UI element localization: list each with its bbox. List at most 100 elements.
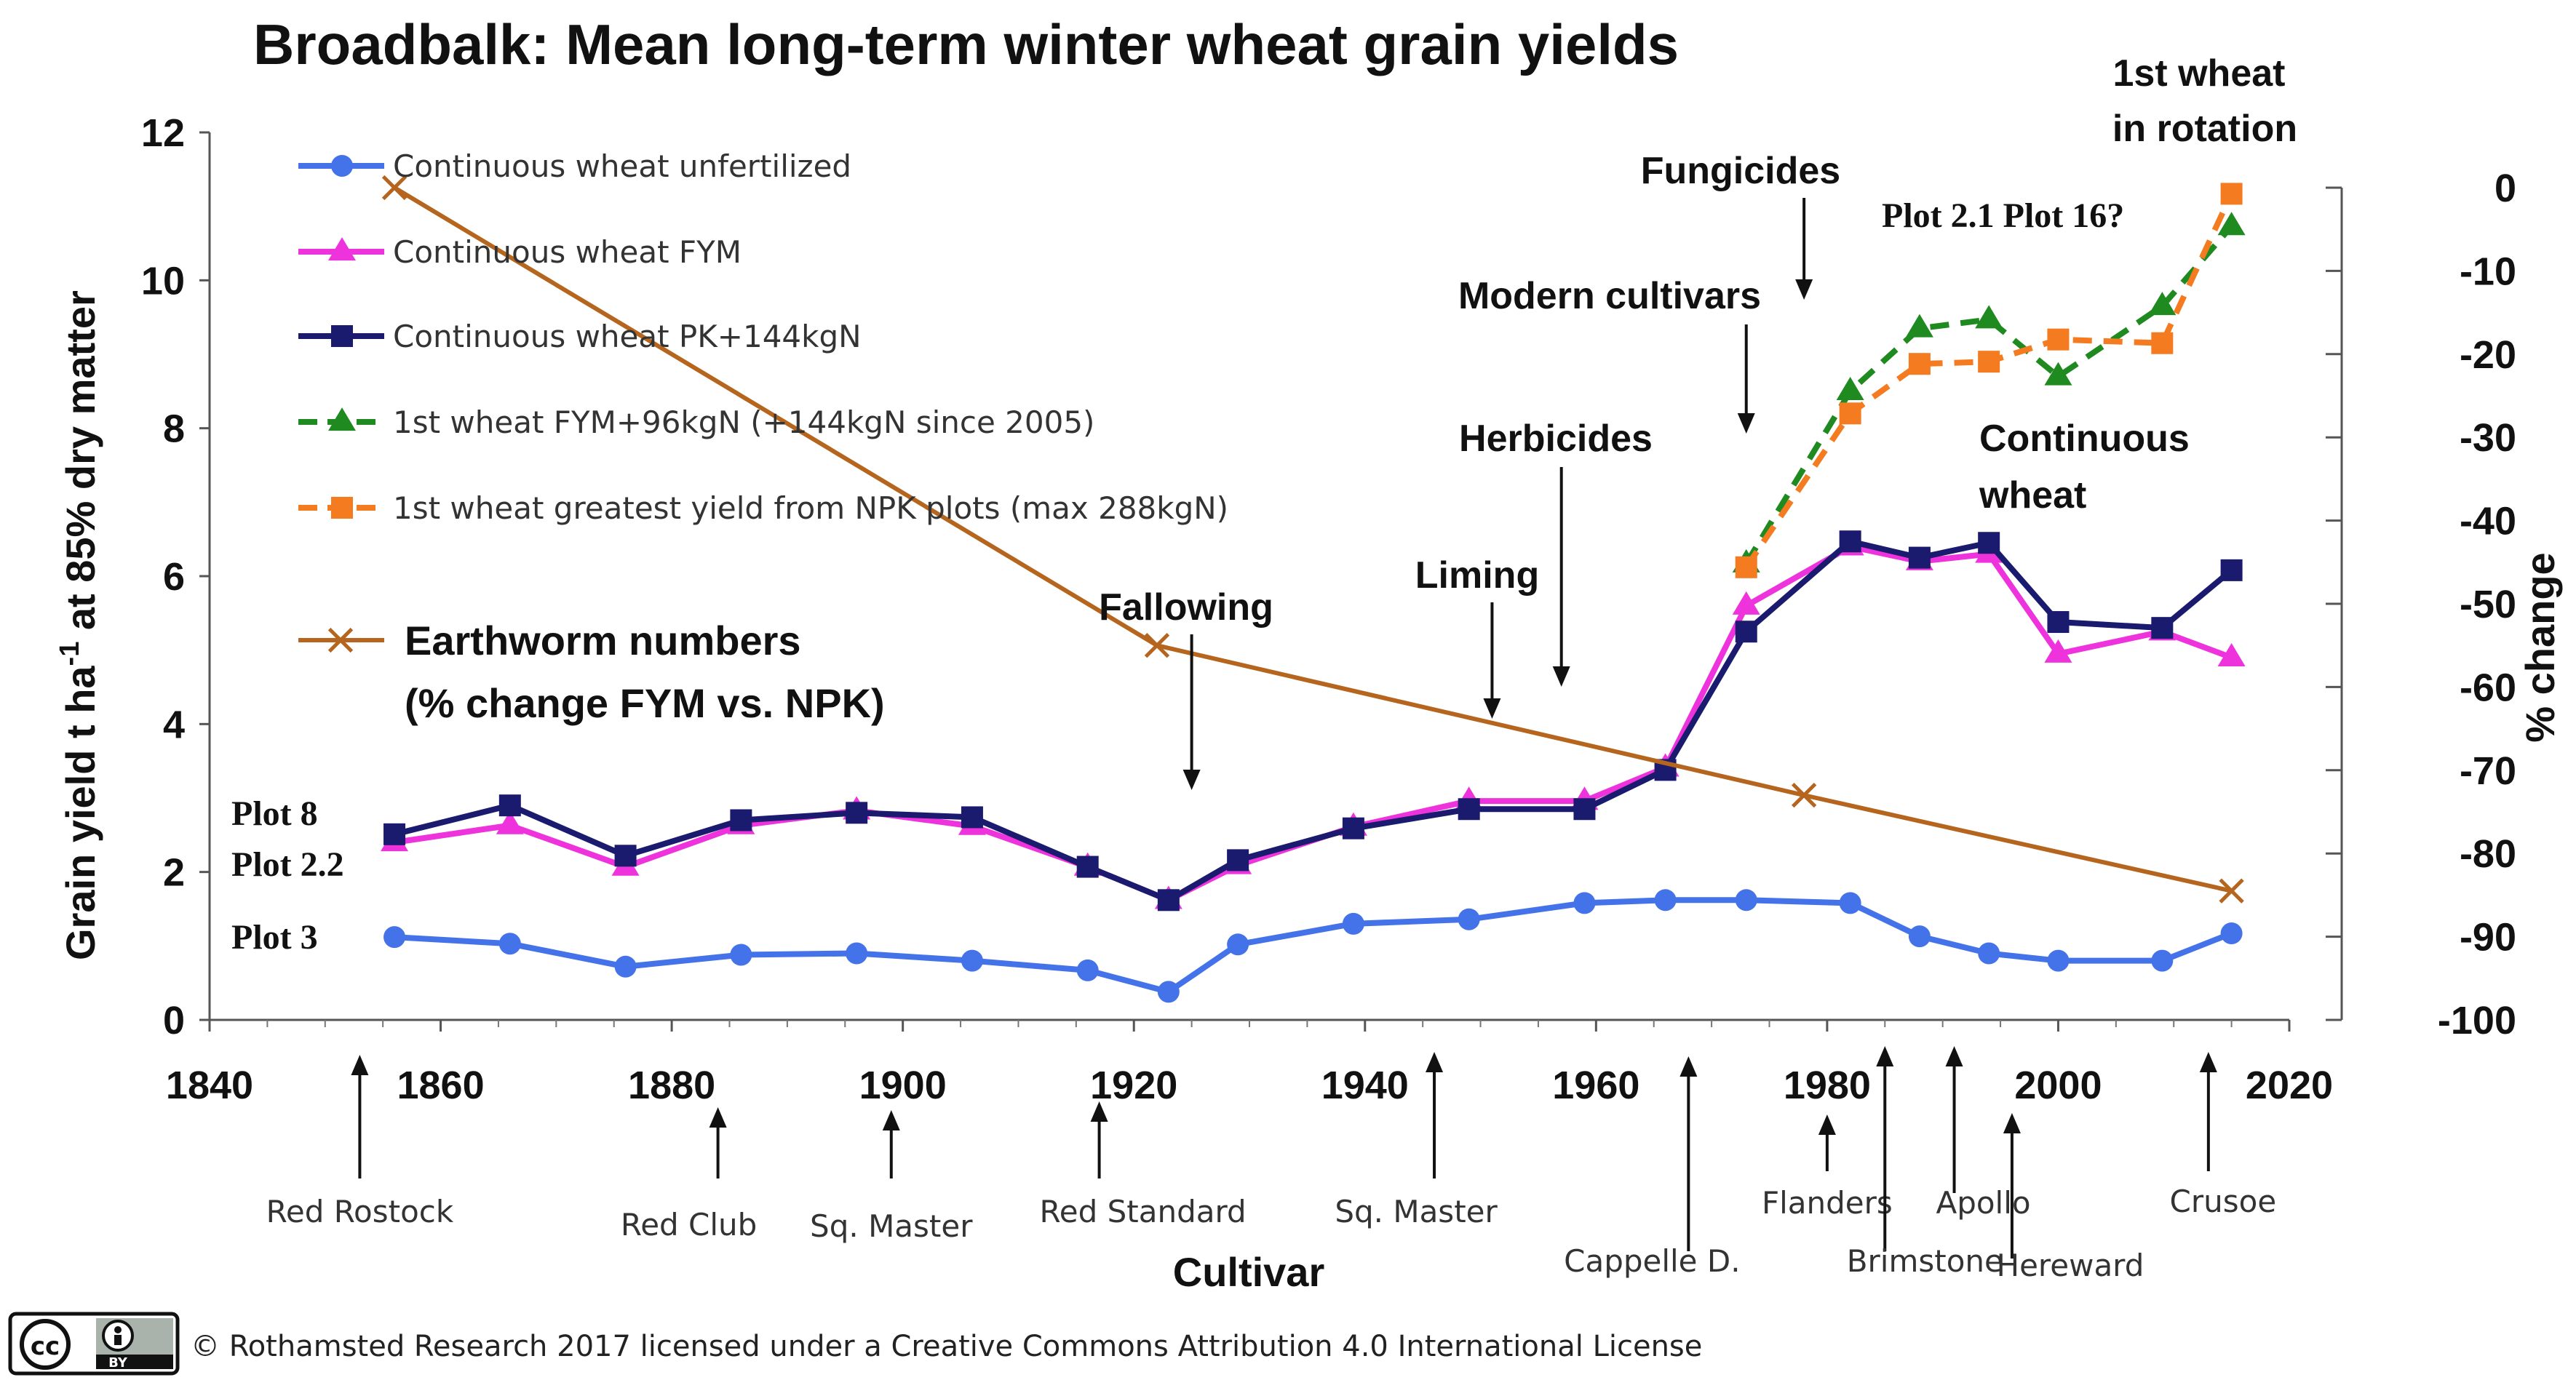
y2-tick-label: -60 — [2460, 666, 2516, 709]
data-point — [1978, 942, 2000, 965]
y2-tick-label: -20 — [2460, 333, 2516, 377]
cultivar-marker: Red Standard — [1039, 1101, 1247, 1229]
cultivar-label: Brimstone — [1847, 1243, 2003, 1279]
annotation-label: Fungicides — [1641, 150, 1840, 192]
x-tick-label: 1860 — [397, 1064, 484, 1107]
cultivar-marker: Red Club — [621, 1107, 757, 1243]
data-point — [2047, 611, 2070, 634]
y-tick-label: 8 — [163, 407, 185, 451]
legend-item: Continuous wheat unfertilized — [298, 148, 851, 184]
y2-tick-label: -100 — [2438, 999, 2516, 1042]
svg-text:BY: BY — [108, 1355, 128, 1371]
legend-item: Continuous wheat FYM — [298, 234, 742, 270]
series-layer — [381, 175, 2246, 1003]
x-tick-label: 1940 — [1321, 1064, 1409, 1107]
arrow-head — [1483, 698, 1501, 719]
data-point — [730, 809, 752, 831]
data-point — [1732, 591, 1760, 615]
data-point — [1227, 849, 1249, 872]
data-point — [2217, 212, 2246, 236]
data-point — [1975, 305, 2003, 329]
y2-tick-label: -50 — [2460, 583, 2516, 626]
data-point — [1573, 798, 1596, 821]
legend-worm: Earthworm numbers (% change FYM vs. NPK) — [298, 618, 885, 726]
data-point — [381, 175, 408, 201]
cultivar-marker: Apollo — [1936, 1046, 2031, 1221]
data-point — [1978, 351, 2000, 373]
y2-tick-label: -70 — [2460, 749, 2516, 793]
cultivar-label: Flanders — [1762, 1185, 1893, 1221]
data-point — [496, 810, 524, 834]
arrow-head — [351, 1055, 369, 1075]
x-tick-label: 1900 — [859, 1064, 947, 1107]
legend-label: 1st wheat FYM+96kgN (+144kgN since 2005) — [393, 404, 1094, 440]
label-first-wheat: 1st wheat — [2113, 52, 2286, 95]
cultivar-marker: Cappelle D. — [1564, 1056, 1741, 1279]
cultivar-label: Sq. Master — [810, 1208, 973, 1244]
data-point — [2151, 332, 2174, 354]
data-point — [1836, 376, 1864, 400]
data-point — [2044, 639, 2072, 663]
data-point — [2220, 183, 2243, 205]
legend-item: 1st wheat FYM+96kgN (+144kgN since 2005) — [298, 404, 1094, 440]
data-point — [1458, 908, 1480, 930]
cultivar-marker: Sq. Master — [810, 1110, 973, 1244]
y-tick-label: 2 — [163, 851, 185, 895]
legend-label: 1st wheat greatest yield from NPK plots … — [393, 490, 1228, 526]
data-point — [846, 802, 868, 824]
series-line — [394, 538, 2234, 904]
axes: 0 2 4 6 8 10 12 1840 1860 1880 1900 1920 1940 1960 198… — [55, 111, 2563, 1295]
data-point — [2151, 617, 2174, 639]
data-point — [1908, 353, 1931, 375]
cultivar-marker: Flanders — [1762, 1114, 1893, 1221]
data-point — [2047, 328, 2070, 351]
cc-by-badge: cc BY — [8, 1312, 180, 1376]
data-point — [1157, 981, 1180, 1003]
legend-label: (% change FYM vs. NPK) — [405, 680, 885, 726]
data-point — [1144, 633, 1170, 658]
legend-label: Earthworm numbers — [405, 618, 801, 663]
data-point — [1839, 892, 1861, 914]
legend-label: Continuous wheat FYM — [393, 234, 742, 270]
data-point — [1908, 546, 1931, 569]
arrow-head — [2003, 1113, 2021, 1133]
cultivar-marker: Red Rostock — [266, 1055, 454, 1229]
data-point — [1839, 530, 1861, 553]
y-tick-label: 12 — [141, 111, 185, 155]
y-label-sup: -1 — [55, 642, 85, 666]
cultivar-marker: Crusoe — [2170, 1052, 2277, 1219]
x-tick-label: 1980 — [1784, 1064, 1871, 1107]
arrow-head — [1795, 279, 1813, 300]
cultivar-label: Cappelle D. — [1564, 1243, 1740, 1279]
data-point — [1905, 314, 1933, 338]
annotation: Herbicides — [1459, 418, 1653, 687]
arrow-head — [1182, 770, 1201, 790]
arrow-head — [709, 1107, 727, 1128]
label-in-rotation: in rotation — [2112, 108, 2297, 150]
y-tick-label: 0 — [163, 999, 185, 1042]
data-point — [328, 407, 356, 431]
cultivar-marker: Hereward — [1996, 1113, 2144, 1283]
annotation: Fungicides — [1641, 150, 1840, 300]
cultivar-label: Crusoe — [2170, 1184, 2277, 1219]
annotation: Modern cultivars — [1458, 275, 1761, 434]
arrow-head — [1737, 413, 1755, 434]
cultivar-marker: Sq. Master — [1335, 1052, 1498, 1229]
x-tick-label: 1880 — [628, 1064, 715, 1107]
cultivar-label: Sq. Master — [1335, 1194, 1498, 1229]
arrow-head — [1426, 1052, 1444, 1072]
arrow-head — [1679, 1056, 1698, 1077]
data-point — [730, 944, 752, 966]
arrow-head — [1090, 1101, 1108, 1122]
annotation-layer: Plot 8 Plot 2.2 Plot 3 Plot 2.1 Plot 16? Fal… — [231, 52, 2297, 1283]
data-point — [1735, 889, 1757, 912]
y-label-part: at 85% dry matter — [57, 290, 103, 641]
series-5 — [381, 175, 2244, 904]
arrow-head — [1552, 666, 1570, 687]
y-axis-label: Grain yield t ha-1 at 85% dry matter — [55, 290, 103, 960]
series-3 — [1732, 212, 2246, 573]
data-point — [1342, 912, 1364, 935]
legend-item: Continuous wheat PK+144kgN — [298, 319, 862, 354]
data-point — [1908, 925, 1931, 948]
data-point — [383, 823, 406, 845]
